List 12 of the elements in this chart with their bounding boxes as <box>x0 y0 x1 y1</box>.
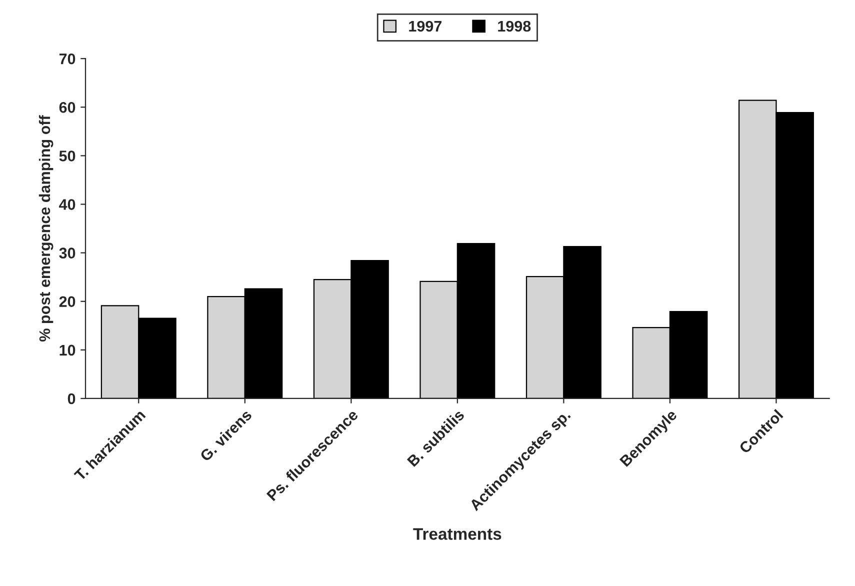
y-tick-label: 30 <box>59 248 76 259</box>
x-axis-title: Treatments <box>413 528 502 540</box>
y-tick-label: 0 <box>68 393 76 404</box>
legend-label: 1998 <box>498 20 531 32</box>
y-tick-label: 20 <box>59 296 76 308</box>
y-tick-label: 50 <box>59 150 76 162</box>
y-tick-label: 60 <box>59 102 76 113</box>
y-tick-label: 10 <box>60 344 76 356</box>
legend-label: 1997 <box>409 20 442 32</box>
y-tick-label: 40 <box>59 199 76 210</box>
y-tick-label: 70 <box>59 53 76 64</box>
y-axis-title: % post emergence damping off <box>38 115 54 342</box>
